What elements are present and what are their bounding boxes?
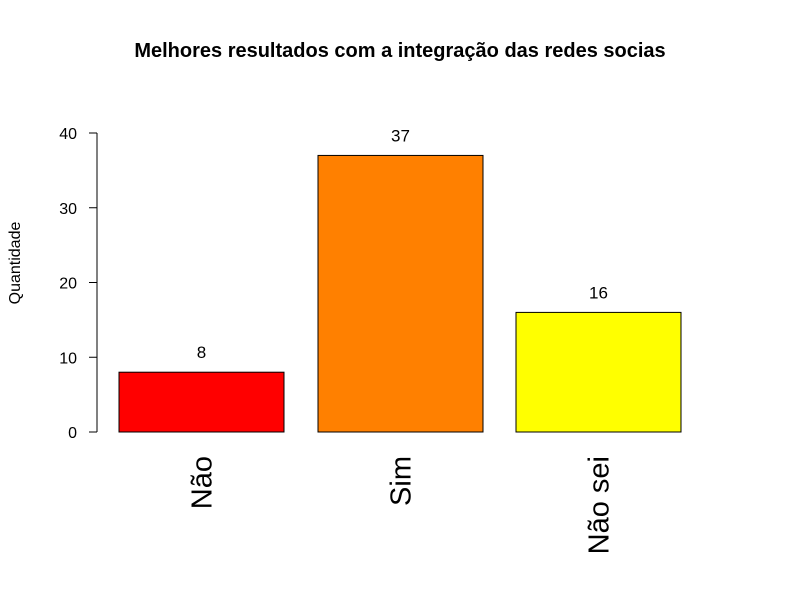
y-tick-label: 0 <box>68 425 77 442</box>
bar-value-label: 16 <box>589 283 608 302</box>
bar <box>515 311 682 433</box>
bar-value-label: 37 <box>391 126 410 145</box>
bars <box>118 154 682 433</box>
category-labels: Não Sim Não sei <box>187 456 616 554</box>
bar <box>317 154 484 433</box>
category-label: Não <box>187 456 219 509</box>
y-axis-label: Quantidade <box>7 222 24 305</box>
data-labels: 8 37 16 <box>197 126 608 362</box>
y-axis: 0 10 20 30 40 <box>59 126 98 442</box>
y-tick-label: 40 <box>59 126 77 143</box>
category-label: Não sei <box>584 456 616 554</box>
category-label: Sim <box>386 456 418 506</box>
y-tick-label: 10 <box>59 350 77 367</box>
y-tick-label: 30 <box>59 201 77 218</box>
chart-title: Melhores resultados com a integração das… <box>134 40 665 62</box>
y-tick-label: 20 <box>59 276 77 293</box>
bar <box>118 371 285 433</box>
bar-value-label: 8 <box>197 343 206 362</box>
